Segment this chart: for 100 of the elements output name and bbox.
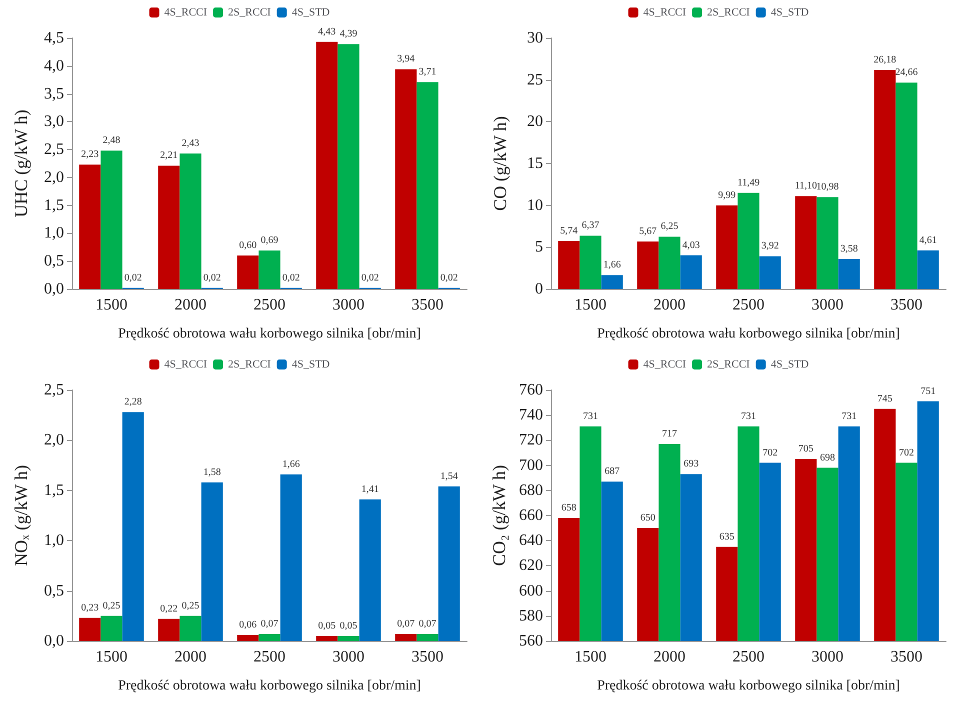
bar [580, 236, 602, 289]
data-label: 0,23 [81, 602, 99, 614]
y-tick-label: 1,5 [44, 482, 64, 499]
x-tick-label: 1500 [96, 296, 128, 314]
y-tick-label: 760 [519, 382, 543, 398]
bar [558, 240, 580, 289]
legend-label: 2S_RCCI [707, 6, 750, 18]
data-label: 2,28 [124, 396, 142, 408]
data-label: 6,37 [582, 220, 600, 232]
data-label: 0,02 [440, 272, 458, 284]
y-tick-label: 640 [519, 532, 543, 550]
bar [201, 482, 223, 641]
y-tick-label: 0,0 [44, 632, 64, 650]
data-label: 26,18 [874, 54, 896, 66]
data-label: 6,25 [660, 221, 678, 232]
bar [316, 42, 338, 289]
y-axis-title: CO₂ (g/kW h) [489, 465, 510, 566]
data-label: 0,69 [260, 235, 278, 246]
bar [258, 250, 280, 289]
x-axis-title: Prędkość obrotowa wału korbowego silnika [obr/min] [597, 678, 900, 694]
data-label: 717 [662, 428, 677, 440]
bar [601, 275, 623, 289]
x-tick-label: 3000 [332, 296, 364, 314]
y-tick-label: 3,5 [44, 85, 64, 102]
data-label: 698 [820, 452, 835, 464]
bar [237, 634, 259, 641]
data-label: 3,92 [761, 240, 779, 252]
data-label: 0,07 [397, 618, 415, 630]
y-tick-label: 20 [527, 113, 543, 130]
bar [795, 196, 817, 289]
y-tick-label: 10 [527, 196, 543, 214]
y-tick-label: 700 [519, 456, 543, 474]
data-label: 1,54 [440, 470, 458, 482]
y-tick-label: 30 [527, 30, 543, 46]
bar [716, 205, 738, 289]
bar [237, 256, 259, 289]
bar [180, 616, 202, 641]
bar [816, 197, 838, 289]
data-label: 1,58 [203, 466, 221, 478]
y-tick-label: 4,0 [44, 57, 64, 74]
data-label: 635 [719, 531, 734, 542]
y-tick-label: 2,0 [44, 432, 64, 449]
bar [122, 412, 144, 641]
y-tick-label: 2,5 [44, 382, 64, 398]
data-label: 2,21 [160, 150, 178, 162]
data-label: 745 [877, 393, 892, 404]
bar [280, 474, 302, 641]
data-label: 658 [561, 502, 576, 514]
bar [79, 618, 101, 641]
data-label: 0,07 [418, 618, 436, 630]
data-label: 0,02 [124, 272, 142, 284]
legend-label: 4S_RCCI [643, 6, 686, 18]
x-tick-label: 1500 [96, 648, 128, 666]
bar [917, 250, 939, 289]
bar [738, 192, 760, 289]
data-label: 0,02 [203, 272, 221, 284]
data-label: 731 [741, 410, 756, 422]
bar [637, 242, 659, 289]
x-tick-label: 2000 [174, 648, 206, 666]
legend-label: 2S_RCCI [228, 6, 272, 18]
data-label: 0,06 [239, 619, 257, 630]
y-tick-label: 3,0 [44, 113, 64, 130]
data-label: 3,94 [397, 54, 415, 65]
bar [158, 618, 180, 641]
data-label: 0,02 [361, 272, 379, 284]
data-label: 4,39 [340, 28, 358, 40]
x-tick-label: 2000 [174, 296, 206, 314]
data-label: 1,66 [282, 458, 300, 470]
y-tick-label: 680 [519, 482, 543, 499]
data-label: 0,60 [239, 240, 257, 252]
y-axis-title: NOₓ (g/kW h) [11, 465, 31, 566]
y-tick-label: 5 [535, 238, 543, 256]
bar [680, 255, 702, 289]
legend-label: 2S_RCCI [707, 358, 750, 370]
data-label: 0,07 [260, 618, 278, 630]
data-label: 705 [798, 444, 814, 455]
data-label: 2,43 [182, 138, 200, 149]
bar [359, 499, 381, 641]
bar [838, 259, 860, 289]
x-tick-label: 3500 [890, 648, 922, 666]
data-label: 731 [842, 410, 857, 422]
data-label: 693 [684, 458, 699, 470]
data-label: 4,03 [682, 240, 700, 251]
legend-label: 4S_STD [770, 6, 809, 18]
data-label: 3,58 [840, 244, 858, 255]
y-tick-label: 0,5 [44, 252, 64, 270]
x-tick-label: 2000 [654, 296, 686, 314]
data-label: 1,41 [361, 484, 379, 495]
x-axis-title: Prędkość obrotowa wału korbowego silnika [obr/min] [118, 678, 421, 694]
y-tick-label: 560 [519, 632, 543, 650]
bar [658, 236, 680, 289]
x-tick-label: 3000 [812, 648, 844, 666]
legend-label: 2S_RCCI [228, 358, 272, 370]
x-tick-label: 3500 [412, 648, 444, 666]
bar [874, 70, 896, 289]
x-tick-label: 2500 [254, 648, 286, 666]
y-tick-label: 4,5 [44, 30, 64, 46]
bar [158, 166, 180, 289]
y-tick-label: 720 [519, 432, 543, 449]
x-tick-label: 3000 [332, 648, 364, 666]
